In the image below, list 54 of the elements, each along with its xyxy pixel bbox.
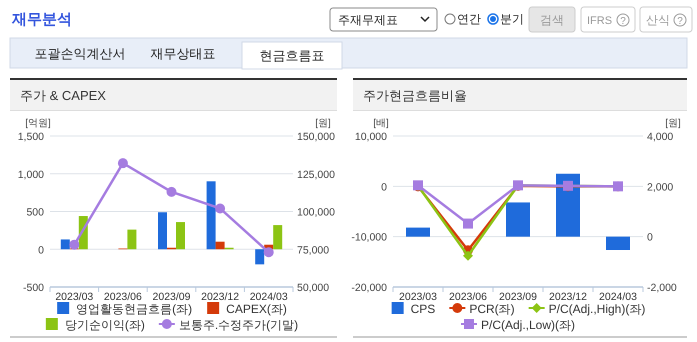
legend-label: PCR(좌) (469, 302, 515, 316)
x-tick-label: 2023/03 (55, 291, 94, 303)
y2-tick-label: 50,000 (297, 282, 330, 294)
x-tick-label: 2023/12 (549, 291, 588, 303)
x-tick-label: 2023/03 (399, 291, 438, 303)
legend-label: 당기순이익(좌) (64, 318, 145, 332)
chart-title: 주가 & CAPEX (20, 88, 106, 103)
text: 재무상태표 (150, 46, 216, 61)
y-tick-label: 1,000 (18, 168, 44, 181)
text: 주재무제표 (338, 13, 398, 27)
y-tick-label: 0 (381, 181, 388, 194)
x-tick-label: 2023/09 (499, 291, 538, 303)
text: 연간 (457, 12, 481, 26)
y-axis-title: [억원] (25, 118, 51, 129)
y2-tick-label: 150,000 (297, 131, 336, 143)
y-tick-label: 0 (38, 244, 44, 256)
x-tick-label: 2024/03 (599, 291, 638, 303)
text: 분기 (500, 12, 524, 26)
x-tick-label: 2023/09 (152, 291, 191, 303)
chart-title: 주가현금흐름비율 (363, 88, 467, 103)
y-tick-label: -20,000 (351, 282, 388, 294)
y-tick-label: 10,000 (354, 131, 388, 143)
y2-tick-label: 100,000 (297, 206, 336, 218)
y2-tick-label: -2,000 (647, 282, 677, 294)
y-tick-label: -10,000 (351, 232, 388, 244)
y2-tick-label: 0 (647, 232, 653, 244)
legend-label: 영업활동현금흐름(좌) (76, 302, 192, 316)
y2-axis-title: [원] (315, 118, 331, 129)
legend-label: CAPEX(좌) (226, 302, 287, 316)
text: 포괄손익계산서 (34, 46, 126, 61)
y2-tick-label: 2,000 (647, 181, 674, 194)
y-tick-label: 500 (26, 206, 44, 218)
text: 검색 (540, 13, 564, 27)
text: ? (620, 16, 626, 27)
y2-tick-label: 75,000 (297, 244, 330, 256)
legend-label: CPS (410, 302, 436, 316)
x-tick-label: 2023/12 (201, 291, 240, 303)
text: IFRS (587, 15, 612, 27)
y2-axis-title: [원] (665, 118, 681, 129)
text: 산식 (646, 13, 670, 27)
y2-tick-label: 4,000 (647, 131, 674, 143)
y-axis-title: [배] (373, 118, 389, 129)
text: 현금흐름표 (260, 48, 324, 63)
text: ? (677, 16, 684, 27)
x-tick-label: 2023/06 (104, 291, 142, 303)
y-tick-label: -500 (22, 282, 44, 294)
text: 재무분석 (11, 11, 72, 28)
legend-label: P/C(Adj.,Low)(좌) (480, 318, 576, 332)
x-tick-label: 2024/03 (250, 291, 288, 303)
legend-label: 보통주.수정주가(기말) (178, 318, 298, 332)
x-tick-label: 2023/06 (449, 291, 488, 303)
y2-tick-label: 125,000 (297, 168, 336, 181)
legend-label: P/C(Adj.,High)(좌) (548, 302, 646, 316)
y-tick-label: 1,500 (18, 131, 44, 143)
